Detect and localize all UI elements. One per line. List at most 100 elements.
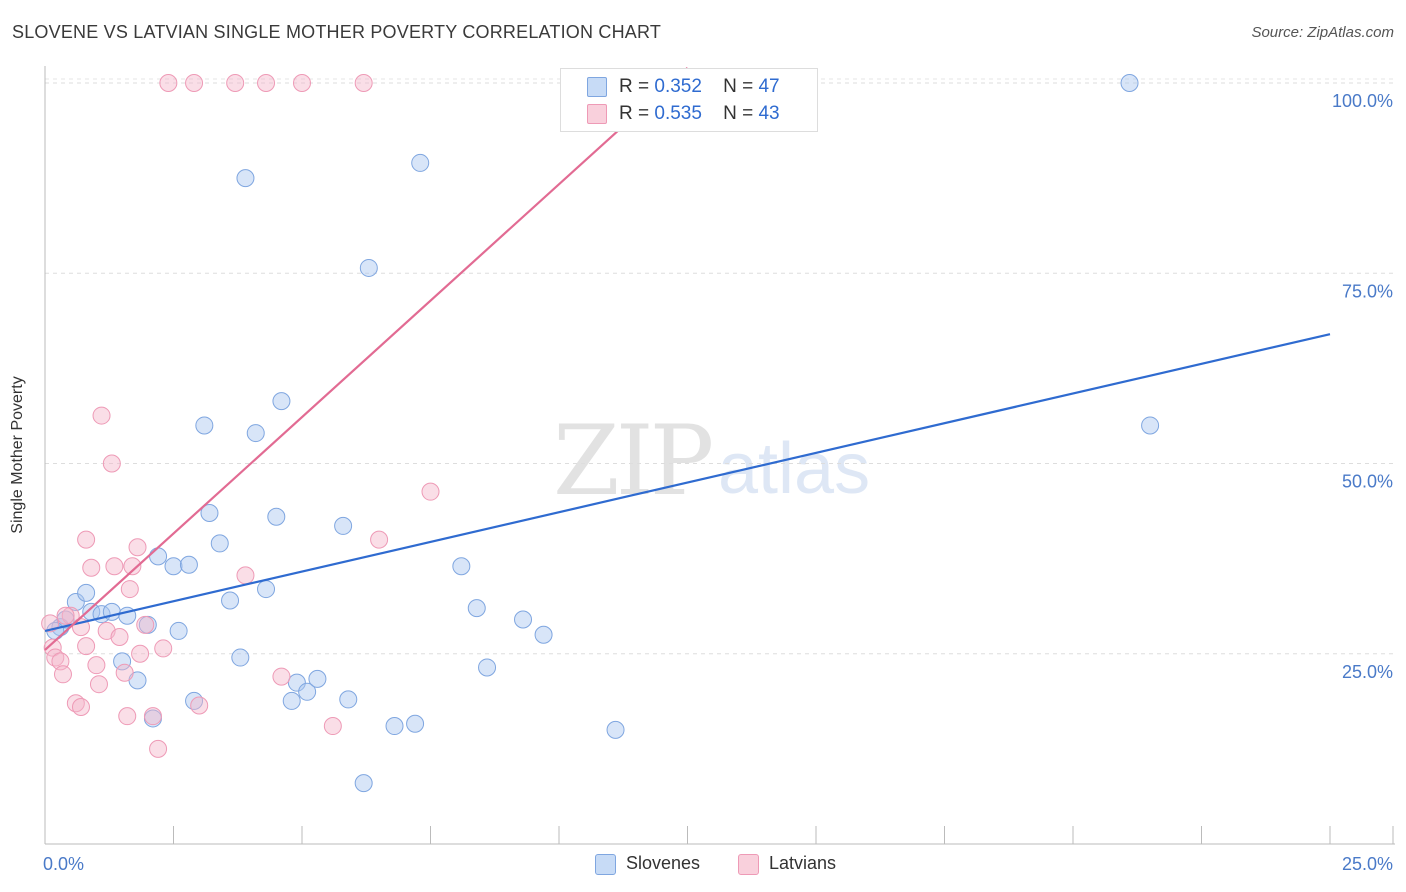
latvian-point: [105, 557, 124, 576]
slovene-point: [478, 658, 497, 677]
slovene-point: [354, 774, 373, 793]
latvian-point: [53, 665, 72, 684]
axes: [44, 66, 1395, 845]
legend-n-value: 47: [758, 76, 780, 97]
legend-r-value: 0.352: [654, 76, 702, 97]
slovenes-legend-label: Slovenes: [626, 853, 701, 873]
y-tick-label: 75.0%: [1342, 281, 1393, 301]
latvians-legend-label: Latvians: [769, 853, 837, 873]
latvian-point: [236, 566, 255, 585]
slovene-point: [66, 593, 85, 612]
latvian-point: [115, 663, 134, 682]
slovene-point: [308, 669, 327, 688]
latvian-point: [143, 707, 162, 726]
slovene-point: [298, 682, 317, 701]
slovenes-swatch: [587, 77, 607, 97]
latvian-point: [56, 606, 75, 625]
latvian-point: [120, 580, 139, 599]
legend-r-value: 0.535: [654, 103, 702, 124]
slovene-point: [200, 503, 219, 522]
slovene-point: [359, 258, 378, 277]
latvian-point: [149, 739, 168, 758]
slovene-point: [149, 547, 168, 566]
latvian-point: [136, 615, 155, 634]
data-points: [41, 74, 1160, 793]
latvian-point: [226, 74, 245, 93]
latvians-trend-line: [44, 66, 689, 651]
latvian-point: [123, 557, 142, 576]
slovene-point: [282, 691, 301, 710]
chart-title: SLOVENE VS LATVIAN SINGLE MOTHER POVERTY…: [12, 22, 662, 42]
latvian-point: [102, 454, 121, 473]
slovene-point: [257, 580, 276, 599]
legend-n-label: N =: [723, 103, 754, 124]
latvian-point: [421, 482, 440, 501]
slovene-point: [334, 516, 353, 535]
latvian-point: [118, 707, 137, 726]
y-tick-label: 25.0%: [1342, 662, 1393, 682]
latvian-point: [370, 530, 389, 549]
slovene-point: [534, 625, 553, 644]
slovene-point: [77, 583, 96, 602]
watermark-zip: ZIP: [553, 405, 714, 517]
latvian-point: [354, 74, 373, 93]
latvian-point: [272, 667, 291, 686]
slovene-point: [339, 690, 358, 709]
latvian-point: [159, 74, 178, 93]
slovene-point: [179, 555, 198, 574]
slovene-point: [221, 591, 240, 610]
slovenes-trend-line: [44, 333, 1331, 632]
slovene-point: [231, 648, 250, 667]
latvian-point: [131, 644, 150, 663]
x-tick-label: 25.0%: [1342, 854, 1393, 874]
trend-lines: [44, 66, 1331, 651]
latvian-point: [185, 74, 204, 93]
legend-r-label: R =: [619, 103, 650, 124]
latvians-legend-swatch: [738, 854, 759, 875]
latvian-point: [77, 530, 96, 549]
latvian-point: [77, 637, 96, 656]
slovene-point: [411, 153, 430, 172]
latvian-point: [190, 696, 209, 715]
latvian-point: [154, 639, 173, 658]
slovene-point: [267, 507, 286, 526]
slovene-point: [210, 534, 229, 553]
source-credit: Source: ZipAtlas.com: [1251, 24, 1394, 41]
legend-r-label: R =: [619, 76, 650, 97]
tick-labels: 25.0% 50.0% 75.0% 100.0% 0.0% 25.0%: [43, 91, 1393, 874]
latvian-point: [41, 614, 60, 633]
y-tick-label: 100.0%: [1332, 91, 1393, 111]
slovene-point: [195, 416, 214, 435]
slovene-point: [164, 557, 183, 576]
slovene-point: [113, 652, 132, 671]
slovene-point: [406, 714, 425, 733]
slovene-point: [272, 392, 291, 411]
latvian-point: [87, 656, 106, 675]
latvian-point: [257, 74, 276, 93]
latvian-point: [110, 628, 129, 647]
latvian-point: [323, 717, 342, 736]
latvian-point: [89, 675, 108, 694]
slovene-point: [606, 720, 625, 739]
legend-n-label: N =: [723, 76, 754, 97]
latvians-swatch: [587, 104, 607, 124]
latvian-point: [92, 406, 111, 425]
latvian-point: [293, 74, 311, 93]
stats-legend: R = 0.352 N = 47 R = 0.535 N = 43: [560, 68, 818, 132]
slovene-point: [467, 599, 486, 618]
slovene-point: [236, 169, 255, 188]
slovene-point: [452, 557, 471, 576]
legend-n-value: 43: [758, 103, 780, 124]
x-tick-label: 0.0%: [43, 854, 84, 874]
slovene-point: [514, 610, 533, 629]
slovene-point: [1141, 416, 1160, 435]
slovene-point: [169, 621, 188, 640]
latvian-point: [82, 558, 101, 577]
slovene-point: [287, 673, 306, 692]
slovene-point: [1120, 74, 1139, 93]
latvian-point: [128, 538, 147, 557]
latvian-point: [71, 698, 90, 717]
slovene-point: [385, 717, 404, 736]
y-tick-label: 50.0%: [1342, 472, 1393, 492]
